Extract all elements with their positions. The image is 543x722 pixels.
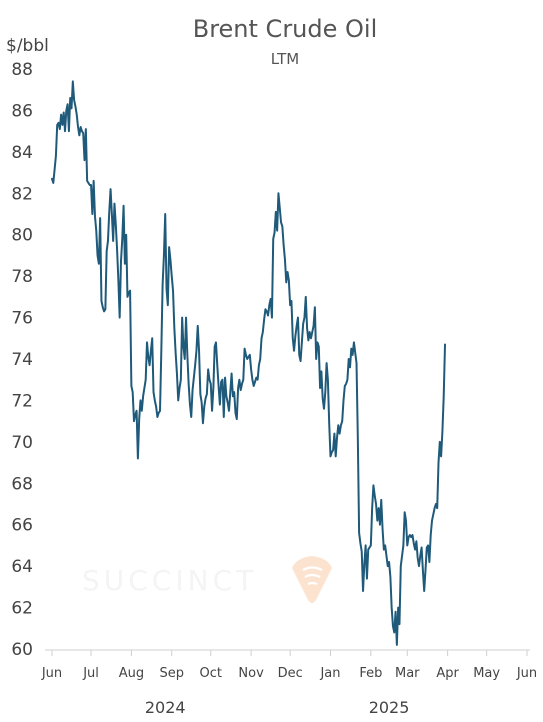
x-tick-label: Apr bbox=[436, 666, 459, 681]
y-tick-label: 70 bbox=[11, 433, 33, 453]
x-tick-label: Aug bbox=[119, 666, 144, 681]
x-year-label: 2025 bbox=[369, 698, 410, 717]
y-axis-ticks: 60 62 64 66 68 70 72 74 76 78 80 82 84 86 88 bbox=[11, 60, 33, 660]
y-tick-label: 82 bbox=[11, 184, 33, 204]
x-tick-label: Jan bbox=[319, 666, 340, 681]
succinct-logo-watermark: SUCCINCT bbox=[82, 556, 332, 603]
y-tick-label: 72 bbox=[11, 391, 33, 411]
y-tick-label: 84 bbox=[11, 143, 33, 163]
x-tick-label: Oct bbox=[200, 666, 222, 681]
chart-subtitle: LTM bbox=[271, 50, 299, 68]
y-tick-label: 76 bbox=[11, 309, 33, 329]
x-tick-label: Jun bbox=[516, 666, 537, 681]
succinct-logo-mark bbox=[292, 556, 332, 603]
y-tick-label: 74 bbox=[11, 350, 33, 370]
y-tick-label: 64 bbox=[11, 557, 33, 577]
y-tick-label: 78 bbox=[11, 267, 33, 287]
x-axis-year-labels: 2024 2025 bbox=[145, 698, 410, 717]
brent-price-line bbox=[51, 80, 447, 646]
x-tick-label: Jul bbox=[82, 666, 99, 681]
x-tick-label: Feb bbox=[359, 666, 382, 681]
x-tick-label: May bbox=[473, 666, 500, 681]
y-tick-label: 60 bbox=[11, 640, 33, 660]
x-tick-label: Nov bbox=[238, 666, 264, 681]
y-tick-label: 86 bbox=[11, 101, 33, 121]
y-axis-unit-label: $/bbl bbox=[6, 36, 49, 56]
x-tick-label: Dec bbox=[278, 666, 303, 681]
y-tick-label: 66 bbox=[11, 516, 33, 536]
x-tick-label: Jun bbox=[41, 666, 62, 681]
chart-title: Brent Crude Oil bbox=[193, 15, 378, 43]
succinct-logo-text: SUCCINCT bbox=[82, 564, 257, 597]
x-year-label: 2024 bbox=[145, 698, 186, 717]
x-axis-ticks: Jun Jul Aug Sep Oct Nov Dec Jan Feb Mar Apr May Jun bbox=[41, 650, 537, 681]
y-tick-label: 62 bbox=[11, 599, 33, 619]
y-tick-label: 68 bbox=[11, 474, 33, 494]
x-tick-label: Mar bbox=[395, 666, 420, 681]
x-tick-label: Sep bbox=[159, 666, 184, 681]
y-tick-label: 80 bbox=[11, 226, 33, 246]
y-tick-label: 88 bbox=[11, 60, 33, 80]
